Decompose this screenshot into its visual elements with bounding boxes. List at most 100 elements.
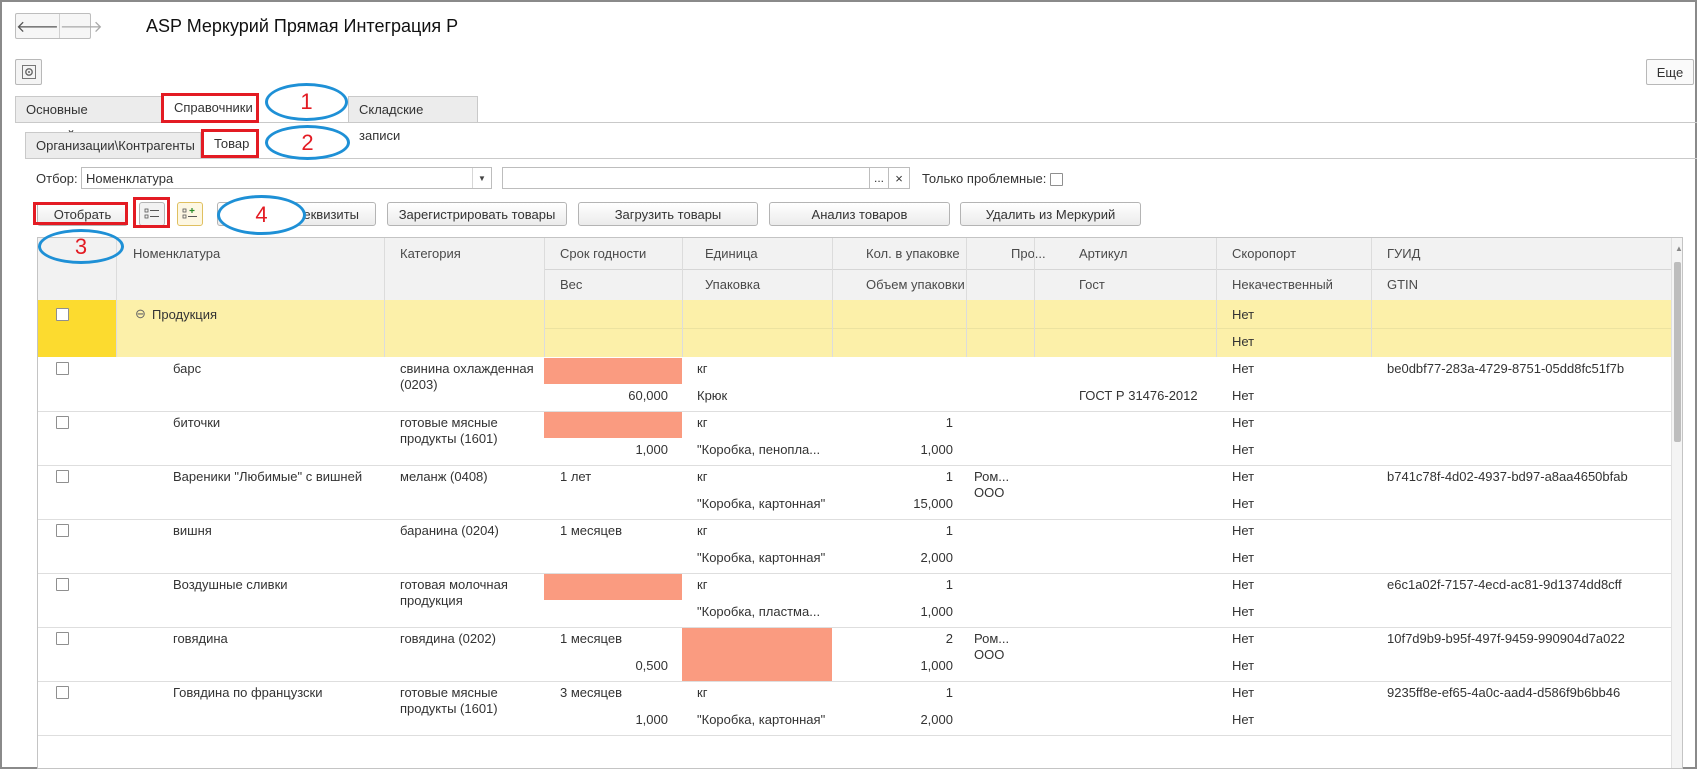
col-defective[interactable]: Некачественный [1232,277,1333,292]
row-guid: 10f7d9b9-b95f-497f-9459-990904d7a022 [1387,631,1625,646]
problem-only-checkbox[interactable] [1050,173,1063,186]
annotation-oval-2: 2 [265,125,350,160]
row-checkbox[interactable] [56,470,69,483]
col-nomenclature[interactable]: Номенклатура [133,246,221,261]
tab-main-settings[interactable]: Основные настройки [15,96,162,143]
row-package: "Коробка, картонная" [697,712,826,727]
add-checklist-icon [182,208,197,219]
filter-field-select[interactable]: Номенклатура ▼ [81,167,492,189]
clear-filter-button[interactable]: × [888,167,910,189]
delete-from-mercury-button[interactable]: Удалить из Меркурий [960,202,1141,226]
scroll-thumb[interactable] [1674,262,1681,442]
row-package: "Коробка, картонная" [697,550,826,565]
uncheck-all-button[interactable] [177,202,203,226]
row-perishable: Нет [1232,631,1255,646]
row-volume: 1,000 [920,658,953,673]
tab-organizations[interactable]: Организации\Контрагенты [25,132,201,158]
col-weight[interactable]: Вес [560,277,583,292]
row-shelf-life: 3 месяцев [560,685,622,700]
row-category: говядина (0202) [400,631,496,646]
row-category: готовые мясные продукты (1601) [400,685,498,716]
filter-value-input[interactable] [502,167,889,189]
group-checkbox[interactable] [56,308,69,321]
col-article[interactable]: Артикул [1079,246,1128,261]
goods-table: Номенклатура Категория Срок годности Еди… [37,237,1683,769]
col-shelf-life[interactable]: Срок годности [560,246,647,261]
tab-directories[interactable]: Справочники [163,94,257,122]
row-perishable: Нет [1232,685,1255,700]
dropdown-arrow-icon[interactable]: ▼ [472,168,491,188]
nav-buttons: 🡐 🡒 [15,13,103,39]
annotation-oval-4: 4 [217,195,306,235]
row-checkbox[interactable] [56,524,69,537]
col-package[interactable]: Упаковка [705,277,761,292]
row-qty: 1 [945,577,953,592]
group-row-selector [38,300,116,357]
row-volume: 15,000 [913,496,953,511]
row-checkbox[interactable] [56,416,69,429]
col-category[interactable]: Категория [400,246,461,261]
form-settings-button[interactable] [15,59,42,85]
row-package: "Коробка, пластма... [697,604,821,619]
scroll-up-icon[interactable]: ▲ [1675,244,1683,253]
row-unit: кг [697,685,708,700]
back-arrow-icon[interactable]: 🡐 [16,18,59,36]
select-button[interactable]: Отобрать [37,202,128,226]
forward-arrow-icon[interactable]: 🡒 [58,14,103,38]
row-name: вишня [173,523,212,538]
row-checkbox[interactable] [56,686,69,699]
subtab-divider [25,158,1697,159]
row-package: "Коробка, пенопла... [697,442,821,457]
col-perishable[interactable]: Скоропорт [1232,246,1297,261]
row-defective: Нет [1232,442,1255,457]
col-qty-per-pack[interactable]: Кол. в упаковке [866,246,960,261]
row-perishable: Нет [1232,523,1255,538]
row-unit: кг [697,361,708,376]
collapse-icon[interactable]: ⊖ [135,306,146,321]
row-shelf-life: 1 лет [560,469,592,484]
row-defective: Нет [1232,496,1255,511]
col-guid[interactable]: ГУИД [1387,246,1421,261]
row-defective: Нет [1232,604,1255,619]
load-goods-button[interactable]: Загрузить товары [578,202,758,226]
row-checkbox[interactable] [56,362,69,375]
row-volume: 1,000 [920,442,953,457]
row-unit: кг [697,415,708,430]
row-volume: 1,000 [920,604,953,619]
check-all-button[interactable] [139,202,165,226]
row-category: готовая молочная продукция [400,577,508,608]
row-perishable: Нет [1232,577,1255,592]
select-value-button[interactable]: ... [869,167,889,189]
missing-shelf-life-cell [544,574,682,600]
row-qty: 1 [945,685,953,700]
missing-shelf-life-cell [544,412,682,438]
group-defective: Нет [1232,334,1255,349]
row-weight: 60,000 [628,388,668,403]
row-gost: ГОСТ Р 31476-2012 [1079,388,1198,403]
missing-shelf-life-cell [544,358,682,384]
tab-warehouse-records[interactable]: Складские записи [348,96,478,143]
register-goods-button[interactable]: Зарегистрировать товары [387,202,567,226]
row-weight: 0,500 [635,658,668,673]
more-button[interactable]: Еще [1646,59,1694,85]
row-unit: кг [697,523,708,538]
row-checkbox[interactable] [56,632,69,645]
table-header: Номенклатура Категория Срок годности Еди… [38,238,1671,301]
col-producer[interactable]: Про... [1011,246,1046,261]
vertical-scrollbar[interactable]: ▲ [1671,238,1683,768]
analyze-goods-button[interactable]: Анализ товаров [769,202,950,226]
tab-goods[interactable]: Товар [203,130,257,158]
row-category: свинина охлажденная (0203) [400,361,534,392]
col-pack-volume[interactable]: Объем упаковки [866,277,965,292]
row-checkbox[interactable] [56,578,69,591]
col-gost[interactable]: Гост [1079,277,1105,292]
row-qty: 1 [945,415,953,430]
row-producer: Ром... ООО [974,631,1010,662]
gear-icon [21,65,36,79]
row-qty: 2 [945,631,953,646]
row-package: Крюк [697,388,728,403]
row-volume: 2,000 [920,712,953,727]
checklist-icon [144,208,159,219]
col-gtin[interactable]: GTIN [1387,277,1419,292]
col-unit[interactable]: Единица [705,246,758,261]
